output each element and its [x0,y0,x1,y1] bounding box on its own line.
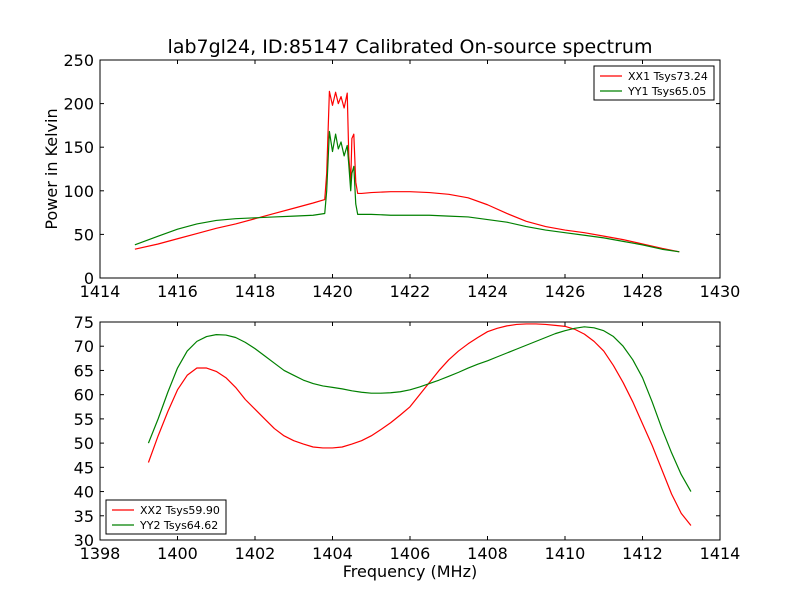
y-axis-label-top: Power in Kelvin [42,108,61,229]
y-tick-label: 30 [74,531,94,550]
x-axis-label-bottom: Frequency (MHz) [343,562,477,581]
x-tick-label: 1406 [390,544,431,563]
legend-label: YY1 Tsys65.05 [627,85,706,98]
y-tick-label: 55 [74,410,94,429]
y-tick-label: 50 [74,434,94,453]
y-tick-label: 40 [74,483,94,502]
x-tick-label: 1428 [622,282,663,301]
x-tick-label: 1424 [467,282,508,301]
x-tick-label: 1404 [312,544,353,563]
legend: XX2 Tsys59.90 YY2 Tsys64.62 [105,499,227,535]
x-tick-label: 1420 [312,282,353,301]
y-tick-label: 45 [74,458,94,477]
x-tick-label: 1416 [157,282,198,301]
y-tick-label: 75 [74,313,94,332]
y-tick-label: 250 [63,51,94,70]
x-tick-label: 1408 [467,544,508,563]
y-tick-label: 200 [63,95,94,114]
x-tick-label: 1410 [545,544,586,563]
series-line-bottom-1 [147,326,692,492]
y-tick-label: 100 [63,182,94,201]
x-tick-label: 1418 [235,282,276,301]
y-tick-label: 70 [74,337,94,356]
y-tick-label: 60 [74,386,94,405]
chart-title: lab7gl24, ID:85147 Calibrated On-source … [168,36,653,58]
legend-label: XX2 Tsys59.90 [140,504,220,517]
legend: XX1 Tsys73.24 YY1 Tsys65.05 [593,65,715,101]
x-tick-label: 1402 [235,544,276,563]
x-tick-label: 1400 [157,544,198,563]
y-tick-label: 50 [74,225,94,244]
series-line-top-1 [134,130,680,253]
series-line-bottom-0 [147,323,692,526]
series-line-top-0 [134,90,680,253]
x-tick-label: 1414 [80,282,121,301]
y-tick-label: 65 [74,361,94,380]
legend-label: XX1 Tsys73.24 [628,70,708,83]
plot-area-top: 1414 1416 1418 1420 1422 1424 1426 1428 1430 0 50 1… [63,51,740,301]
x-tick-label: 1414 [700,544,741,563]
x-tick-label: 1430 [700,282,741,301]
x-tick-label: 1412 [622,544,663,563]
x-tick-label: 1426 [545,282,586,301]
legend-label: YY2 Tsys64.62 [139,519,218,532]
y-tick-label: 150 [63,138,94,157]
plot-area-bottom: 1398 1400 1402 1404 1406 1408 1410 1412 1414 30 35… [74,313,741,563]
y-tick-label: 0 [84,269,94,288]
y-tick-label: 35 [74,507,94,526]
x-tick-label: 1422 [390,282,431,301]
x-tick-label: 1398 [80,544,121,563]
